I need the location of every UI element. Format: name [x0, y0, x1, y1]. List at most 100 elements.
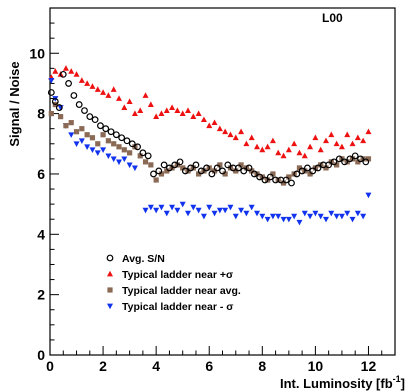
data-point	[94, 86, 101, 92]
data-point	[166, 164, 173, 172]
x-axis-title-sup: -1	[393, 374, 401, 384]
data-point	[81, 107, 88, 114]
data-point	[65, 80, 72, 87]
data-point	[317, 213, 324, 220]
data-point	[338, 143, 345, 150]
data-point	[158, 204, 165, 211]
data-point	[153, 207, 160, 214]
data-point	[240, 167, 248, 175]
data-point	[365, 156, 372, 162]
data-point	[163, 107, 170, 113]
data-point	[365, 128, 372, 135]
data-point	[349, 216, 356, 223]
data-point	[144, 152, 152, 160]
data-point	[325, 161, 333, 169]
data-point	[307, 171, 313, 177]
data-point	[211, 119, 218, 126]
data-point	[160, 161, 168, 169]
data-point	[196, 171, 202, 177]
data-point	[181, 167, 189, 175]
data-point	[102, 125, 110, 133]
data-point	[116, 144, 122, 150]
data-point	[217, 162, 223, 168]
data-point	[164, 168, 170, 174]
y-tick-label: 2	[37, 287, 45, 303]
data-point	[137, 107, 144, 113]
data-point	[341, 158, 348, 166]
data-point	[354, 210, 361, 217]
data-point	[219, 167, 226, 175]
y-axis-title: Signal / Noise	[7, 61, 22, 146]
data-point	[126, 98, 133, 104]
data-point	[190, 113, 197, 120]
data-point	[285, 216, 292, 223]
data-point	[148, 162, 154, 168]
data-point	[105, 92, 112, 98]
data-point	[63, 123, 69, 129]
data-point	[195, 110, 202, 117]
data-point	[286, 174, 292, 180]
data-point	[291, 213, 298, 220]
data-markers	[47, 65, 372, 226]
legend-marker	[107, 303, 113, 310]
data-point	[334, 162, 340, 168]
data-point	[121, 156, 128, 163]
data-point	[153, 177, 159, 183]
data-point	[48, 78, 55, 84]
data-point	[249, 168, 255, 174]
data-point	[142, 92, 149, 98]
data-point	[73, 71, 80, 77]
data-point	[131, 110, 138, 117]
data-point	[185, 107, 191, 113]
data-point	[68, 68, 75, 74]
data-point	[238, 128, 245, 135]
data-point	[123, 137, 131, 145]
data-point	[360, 213, 367, 220]
data-point	[139, 149, 147, 157]
y-tick-label: 0	[37, 347, 45, 363]
data-point	[84, 132, 90, 138]
legend-label: Avg. S/N	[122, 253, 165, 265]
data-point	[224, 161, 232, 169]
data-point	[180, 165, 186, 171]
data-point	[100, 147, 107, 154]
data-point	[227, 204, 234, 211]
data-point	[233, 168, 239, 174]
data-point	[222, 171, 228, 177]
data-point	[200, 116, 207, 123]
data-point	[137, 153, 143, 159]
data-point	[169, 204, 176, 211]
data-point	[134, 143, 141, 151]
data-point	[232, 213, 239, 220]
data-point	[150, 170, 157, 178]
legend-label: Typical ladder near - σ	[122, 301, 233, 313]
data-point	[328, 210, 335, 217]
data-point	[174, 207, 181, 214]
data-point	[261, 176, 269, 184]
series-1	[48, 65, 372, 159]
data-point	[335, 155, 343, 163]
data-point	[197, 167, 205, 175]
legend-marker	[107, 270, 113, 277]
series-0	[47, 70, 370, 187]
legend-label: Typical ladder near +σ	[122, 269, 233, 281]
data-point	[280, 216, 287, 223]
data-point	[147, 204, 154, 211]
data-point	[79, 126, 85, 132]
data-point	[185, 210, 191, 217]
data-point	[126, 162, 133, 169]
data-point	[275, 149, 282, 156]
data-point	[314, 164, 322, 172]
x-axis-title-end: ]	[401, 376, 405, 391]
data-point	[51, 98, 59, 105]
data-point	[235, 164, 242, 172]
data-point	[288, 179, 295, 187]
data-point	[264, 216, 271, 223]
data-point	[211, 210, 218, 217]
data-point	[169, 104, 176, 110]
data-point	[121, 147, 127, 153]
data-point	[211, 168, 218, 174]
data-point	[105, 138, 111, 144]
data-point	[48, 111, 54, 117]
